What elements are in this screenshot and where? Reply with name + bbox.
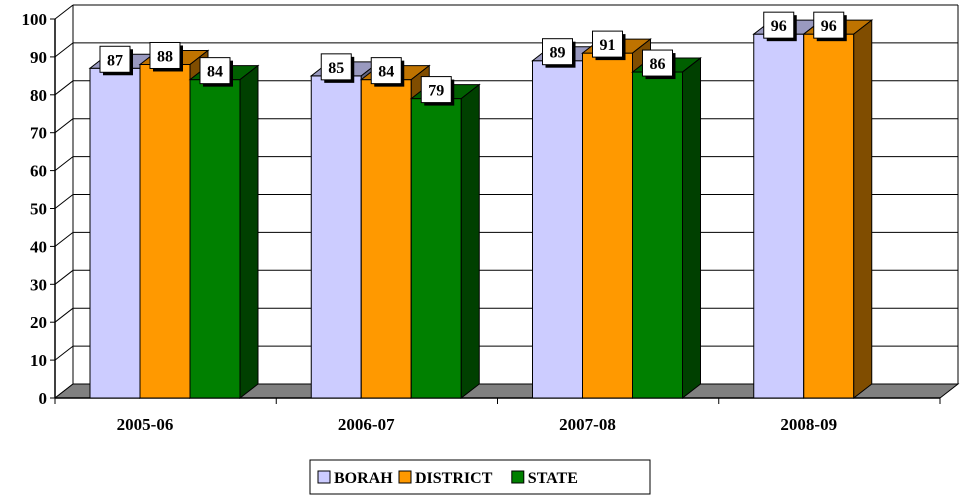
legend-swatch bbox=[317, 470, 331, 484]
gridline-side bbox=[54, 4, 74, 20]
legend-swatch bbox=[511, 470, 525, 484]
x-tick-label: 2007-08 bbox=[559, 415, 616, 434]
data-label: 85 bbox=[328, 60, 344, 77]
bar-front bbox=[582, 52, 633, 399]
bar-side bbox=[460, 83, 480, 400]
data-label-box bbox=[99, 45, 131, 73]
data-label-box bbox=[542, 38, 573, 66]
data-label: 84 bbox=[207, 64, 223, 81]
y-tick-label: 10 bbox=[30, 351, 47, 370]
bar-front bbox=[632, 71, 683, 399]
y-tick-label: 100 bbox=[22, 10, 48, 29]
gridline-side bbox=[54, 80, 74, 96]
gridline-side bbox=[54, 232, 74, 247]
x-tick-label: 2008-09 bbox=[780, 415, 837, 434]
data-label: 87 bbox=[107, 52, 123, 69]
bar-front bbox=[753, 33, 805, 399]
legend-box bbox=[309, 459, 651, 495]
bar-front bbox=[410, 98, 462, 399]
y-tick-label: 80 bbox=[30, 86, 47, 105]
data-label: 96 bbox=[771, 18, 787, 35]
bar-front bbox=[532, 60, 583, 399]
y-tick-label: 40 bbox=[30, 237, 47, 256]
data-label-box bbox=[199, 57, 231, 85]
legend: BORAH DISTRICT STATE bbox=[309, 459, 651, 495]
y-tick-label: 50 bbox=[30, 200, 47, 219]
y-tick-label: 20 bbox=[30, 313, 47, 332]
data-label: 91 bbox=[600, 37, 616, 54]
gridline-side bbox=[54, 42, 74, 58]
data-label-box bbox=[370, 57, 402, 85]
bar-state-2007-08: 86 bbox=[631, 49, 702, 400]
y-tick-label: 90 bbox=[30, 48, 47, 67]
legend-swatch bbox=[398, 470, 412, 484]
data-label: 86 bbox=[650, 56, 666, 73]
y-tick-label: 60 bbox=[30, 162, 47, 181]
data-label-box bbox=[320, 53, 352, 81]
data-label: 96 bbox=[821, 18, 837, 35]
legend-item-state: STATE bbox=[511, 470, 578, 487]
x-tick-label: 2005-06 bbox=[117, 415, 174, 434]
bar-front bbox=[139, 63, 191, 399]
bar-state-2005-06: 84 bbox=[188, 57, 260, 400]
bar-side bbox=[239, 64, 259, 400]
data-label-box bbox=[813, 11, 845, 39]
gridline-side bbox=[54, 194, 74, 209]
gridline-side bbox=[54, 156, 74, 171]
bar-front bbox=[803, 33, 855, 399]
bar-state-2006-07: 79 bbox=[409, 76, 481, 400]
data-label-box bbox=[420, 76, 452, 104]
bar-district-2008-09: 96 bbox=[802, 11, 874, 400]
legend-label: STATE bbox=[528, 470, 578, 487]
data-label: 88 bbox=[157, 48, 173, 65]
data-label-box bbox=[592, 30, 623, 58]
legend-label: BORAH bbox=[334, 470, 393, 487]
data-label: 84 bbox=[378, 64, 394, 81]
data-label-box bbox=[763, 11, 795, 39]
gridline-side bbox=[54, 118, 74, 134]
gridline-side bbox=[54, 345, 74, 361]
data-label: 89 bbox=[550, 45, 566, 62]
data-label-box bbox=[149, 41, 181, 69]
y-tick-label: 30 bbox=[30, 275, 47, 294]
x-tick-label: 2006-07 bbox=[338, 415, 395, 434]
gridline-side bbox=[54, 307, 74, 323]
bar-front bbox=[360, 79, 412, 399]
legend-item-district: DISTRICT bbox=[398, 470, 493, 487]
y-tick-label: 0 bbox=[39, 389, 48, 408]
bar-side bbox=[682, 57, 701, 400]
y-tick-label: 70 bbox=[30, 124, 47, 143]
legend-label: DISTRICT bbox=[415, 470, 493, 487]
bar-front bbox=[310, 75, 362, 399]
legend-item-borah: BORAH bbox=[317, 470, 393, 487]
bar-front bbox=[89, 67, 141, 399]
data-label: 79 bbox=[428, 83, 444, 100]
data-label-box bbox=[642, 49, 673, 77]
bar-front bbox=[189, 79, 241, 399]
gridline-side bbox=[54, 269, 74, 285]
bar-side bbox=[853, 19, 873, 400]
